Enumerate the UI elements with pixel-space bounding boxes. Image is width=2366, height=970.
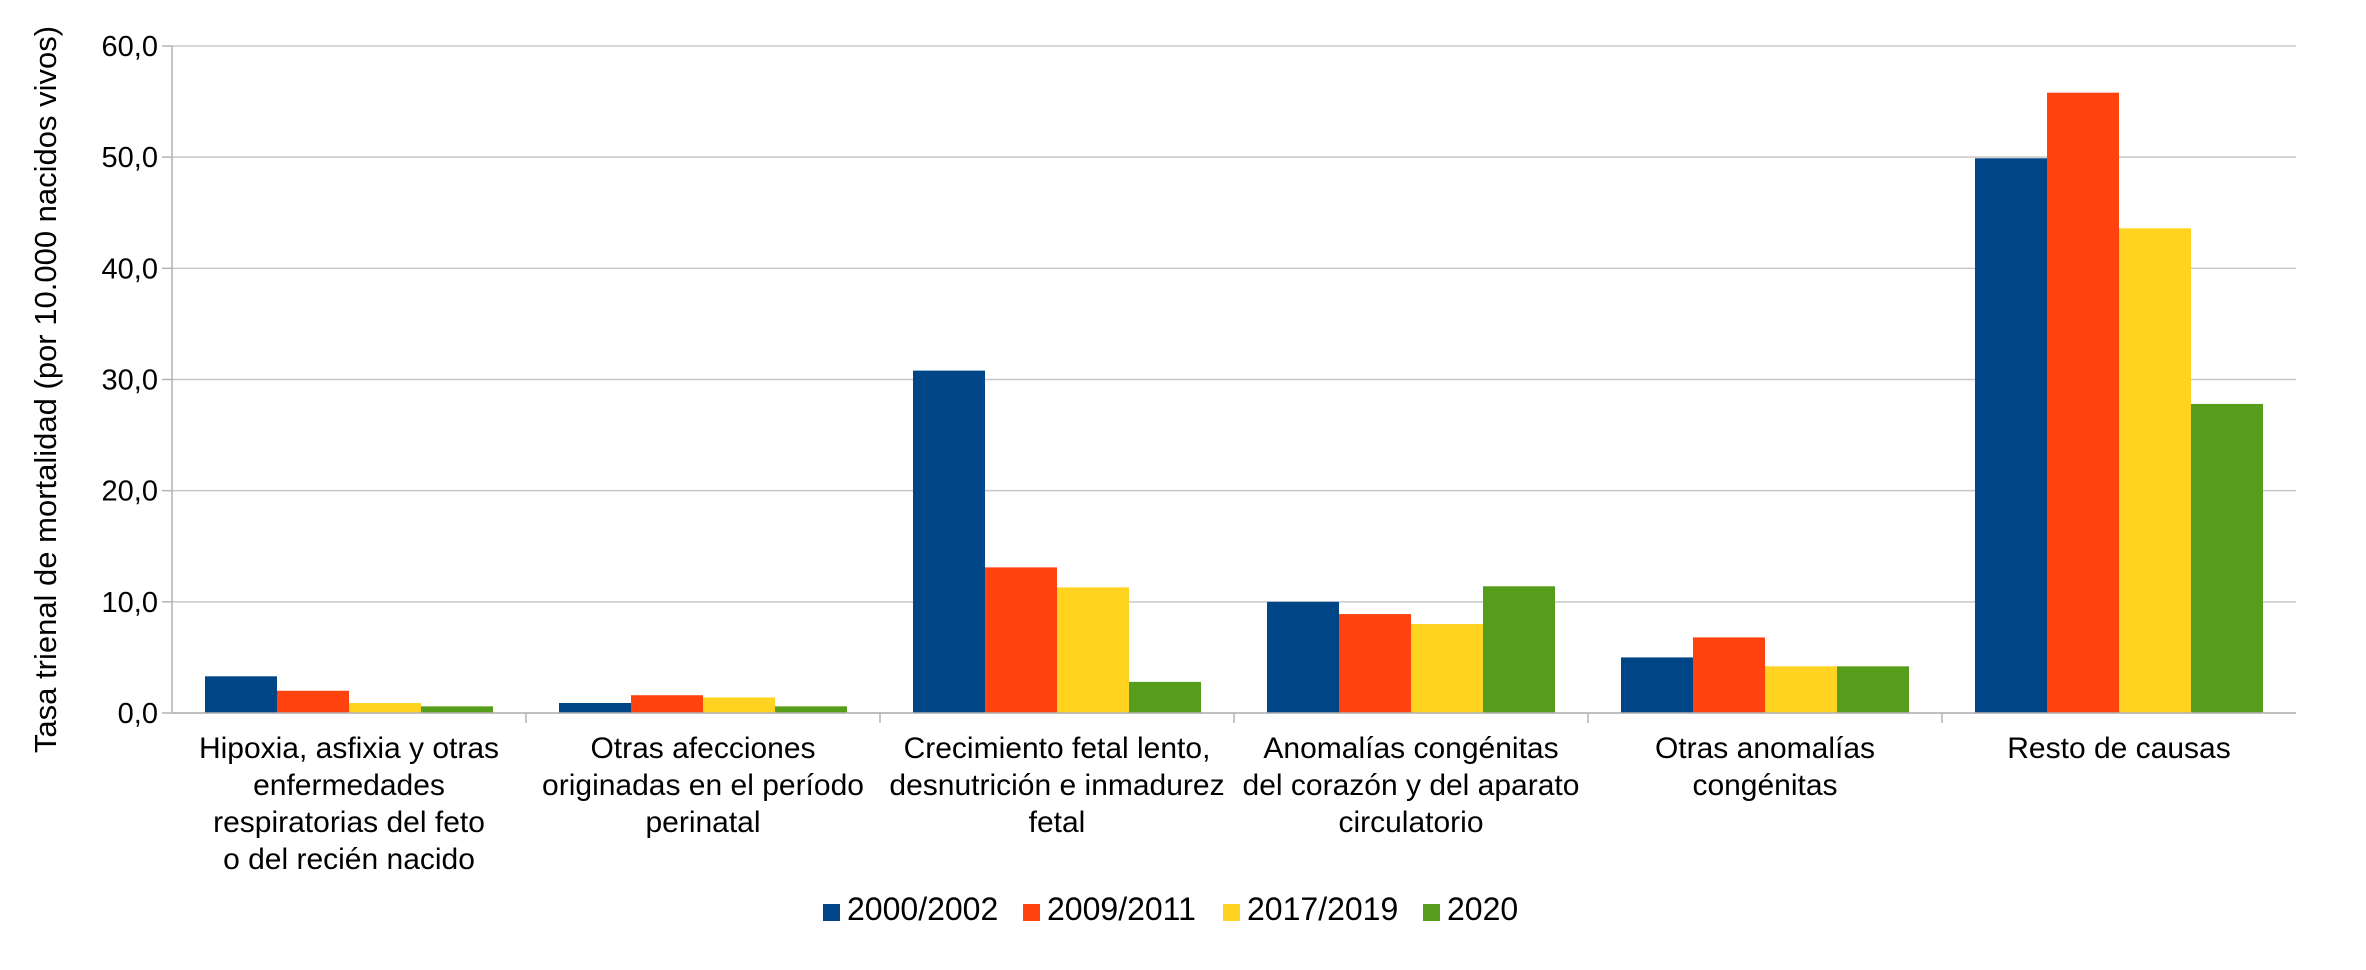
category-label: Otras afecciones originadas en el período… <box>542 732 864 839</box>
bar <box>349 702 421 713</box>
category-label: Crecimiento fetal lento, desnutrición e i… <box>889 732 1224 839</box>
bar <box>775 706 847 713</box>
axes <box>162 45 2296 723</box>
category-label: Otras anomalías congénitas <box>1655 732 1875 802</box>
y-axis-title: Tasa trienal de mortalidad (por 10.000 n… <box>28 26 63 753</box>
y-tick-label: 0,0 <box>118 698 158 730</box>
legend-swatch <box>823 904 840 921</box>
bar <box>2047 92 2119 713</box>
bar <box>2191 403 2263 713</box>
bar <box>277 690 349 713</box>
legend-swatch <box>1023 904 1040 921</box>
bar <box>1621 657 1693 713</box>
bar <box>1693 637 1765 713</box>
legend-label: 2017/2019 <box>1247 891 1398 927</box>
legend-label: 2000/2002 <box>847 891 998 927</box>
legend-swatch <box>1423 904 1440 921</box>
bar <box>205 676 277 713</box>
bar <box>559 702 631 713</box>
y-tick-label: 60,0 <box>102 31 158 63</box>
y-tick-label: 20,0 <box>102 476 158 508</box>
legend-label: 2009/2011 <box>1047 891 1196 927</box>
bar <box>631 695 703 713</box>
y-tick-label: 10,0 <box>102 587 158 619</box>
category-label: Anomalías congénitas del corazón y del ap… <box>1243 732 1580 839</box>
bar <box>913 370 985 713</box>
gridlines <box>172 45 2296 714</box>
bars <box>205 92 2263 714</box>
category-label: Resto de causas <box>2007 732 2230 765</box>
bar <box>1765 666 1837 713</box>
bar <box>1057 587 1129 713</box>
bar <box>1267 601 1339 713</box>
legend: 2000/2002 2009/2011 2017/2019 2020 <box>823 891 1518 927</box>
bar <box>985 567 1057 713</box>
bar <box>1411 624 1483 713</box>
legend-label: 2020 <box>1447 891 1518 927</box>
y-tick-label: 30,0 <box>102 365 158 397</box>
bar <box>421 706 493 713</box>
y-tick-labels: 0,0 10,0 20,0 30,0 40,0 50,0 60,0 <box>102 31 158 730</box>
y-tick-label: 40,0 <box>102 253 158 285</box>
bar <box>1483 586 1555 713</box>
category-labels: Hipoxia, asfixia y otras enfermedades resp… <box>199 732 2231 876</box>
bar <box>1129 681 1201 713</box>
category-label: Hipoxia, asfixia y otras enfermedades resp… <box>199 732 499 876</box>
y-tick-label: 50,0 <box>102 142 158 174</box>
bar <box>1975 158 2047 714</box>
bar <box>703 697 775 713</box>
legend-swatch <box>1223 904 1240 921</box>
bar <box>1837 666 1909 713</box>
bar <box>1339 614 1411 713</box>
bar <box>2119 228 2191 713</box>
